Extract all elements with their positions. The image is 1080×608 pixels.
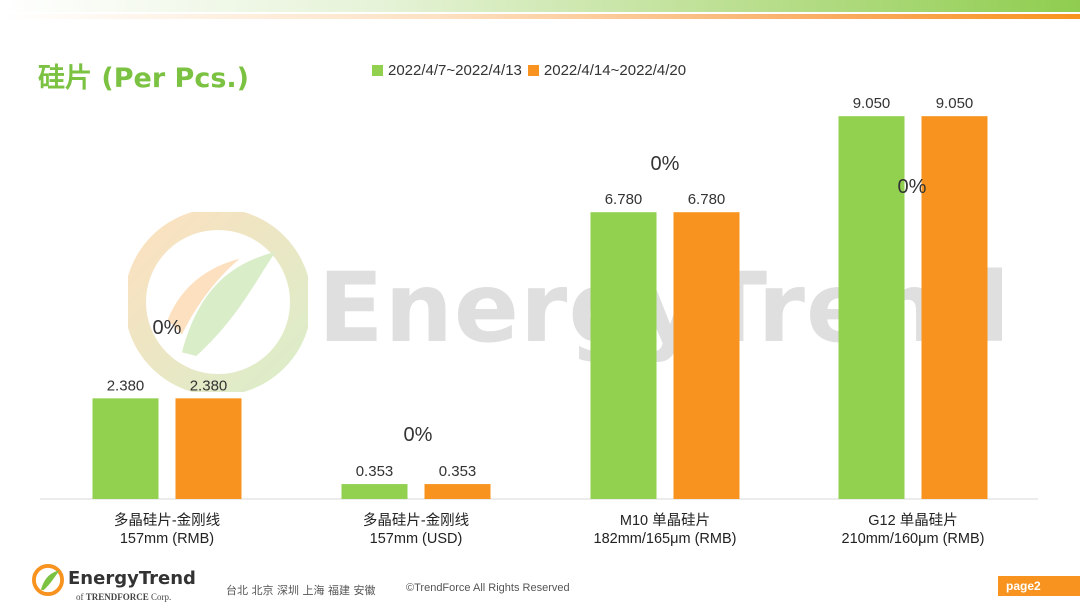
x-tick-label-cat-3-line-2: 182mm/165μm (RMB) (594, 531, 737, 547)
bar-series-2-cat-4 (921, 116, 988, 499)
footer-brand-sub-suffix: Corp. (151, 592, 172, 602)
footer-brand-sub: of TRENDFORCE Corp. (76, 592, 171, 602)
bar-series-2-cat-1 (175, 398, 242, 499)
footer-copyright: ©TrendForce All Rights Reserved (406, 582, 570, 594)
bar-series-2-cat-3 (673, 212, 740, 499)
chart-legend: 2022/4/7~2022/4/13 2022/4/14~2022/4/20 (372, 62, 692, 79)
bar-series-2-cat-2 (424, 484, 491, 499)
footer-logo: EnergyTrend of TRENDFORCE Corp. (32, 562, 196, 606)
change-label-cat-1: 0% (153, 317, 182, 339)
data-label-series-2-cat-3: 6.780 (688, 191, 726, 208)
x-tick-label-cat-4-line-2: 210mm/160μm (RMB) (842, 531, 985, 547)
change-label-cat-4: 0% (898, 176, 927, 198)
energytrend-logo-icon (32, 564, 64, 596)
footer-cities: 台北 北京 深圳 上海 福建 安徽 (226, 584, 376, 597)
legend-label-series-1: 2022/4/7~2022/4/13 (388, 62, 522, 79)
top-orange-band (0, 14, 1080, 19)
page-number-tag: page2 (998, 576, 1080, 596)
footer-brand-name: EnergyTrend (68, 568, 196, 589)
legend-swatch-orange (527, 65, 539, 76)
legend-label-series-2: 2022/4/14~2022/4/20 (543, 62, 687, 79)
footer-brand-sub-prefix: of (76, 592, 84, 602)
change-label-cat-3: 0% (651, 153, 680, 175)
page-title: 硅片 (Per Pcs.) (38, 63, 250, 94)
watermark-leaf-logo-icon (128, 212, 308, 392)
bar-series-1-cat-2 (341, 484, 408, 499)
legend-swatch-green (372, 65, 383, 76)
top-green-band (0, 0, 1080, 12)
data-label-series-2-cat-4: 9.050 (936, 95, 974, 112)
x-tick-label-cat-2-line-1: 多晶硅片-金刚线 (363, 512, 469, 529)
bar-series-1-cat-1 (92, 398, 159, 499)
legend-item-series-2: 2022/4/14~2022/4/20 (527, 62, 687, 79)
bar-series-1-cat-3 (590, 212, 657, 499)
data-label-series-2-cat-1: 2.380 (190, 377, 228, 394)
data-label-series-1-cat-4: 9.050 (853, 95, 891, 112)
bar-series-1-cat-4 (838, 116, 905, 499)
legend-item-series-1: 2022/4/7~2022/4/13 (372, 62, 522, 79)
data-label-series-1-cat-3: 6.780 (605, 191, 643, 208)
data-label-series-1-cat-1: 2.380 (107, 377, 145, 394)
x-tick-label-cat-4-line-1: G12 单晶硅片 (868, 512, 957, 529)
data-label-series-1-cat-2: 0.353 (356, 463, 394, 480)
data-label-series-2-cat-2: 0.353 (439, 463, 477, 480)
x-tick-label-cat-3-line-1: M10 单晶硅片 (620, 512, 710, 529)
change-label-cat-2: 0% (404, 424, 433, 446)
top-decorative-bar (0, 0, 1080, 22)
footer-brand-sub-name: TRENDFORCE (85, 592, 149, 602)
x-tick-label-cat-2-line-2: 157mm (USD) (370, 531, 463, 547)
x-tick-label-cat-1-line-2: 157mm (RMB) (120, 531, 214, 547)
x-tick-label-cat-1-line-1: 多晶硅片-金刚线 (114, 512, 220, 529)
footer: EnergyTrend of TRENDFORCE Corp. 台北 北京 深圳… (0, 558, 1080, 608)
